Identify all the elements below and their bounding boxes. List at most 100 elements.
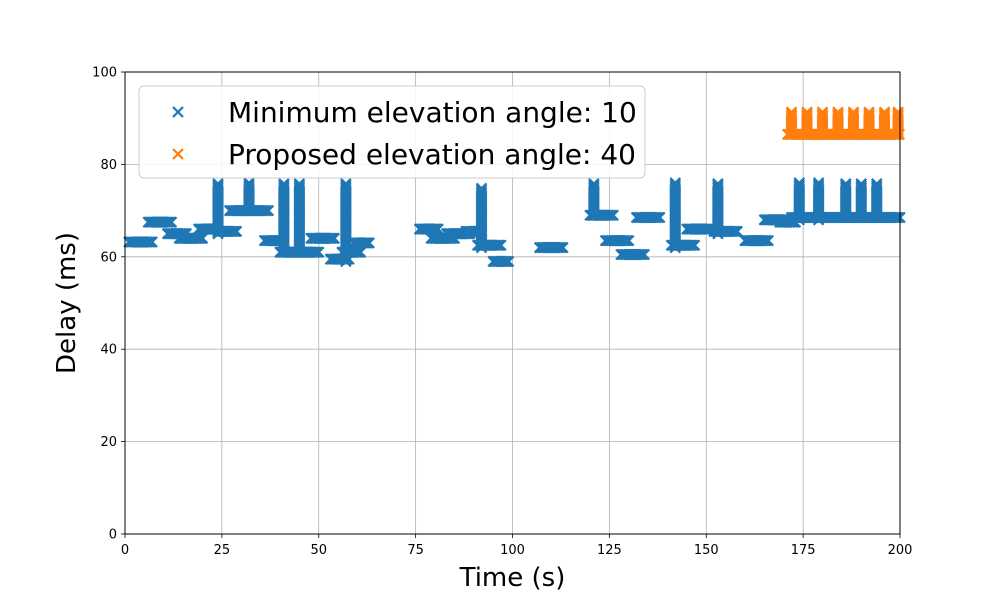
series-1-spike (870, 178, 883, 221)
data-point (812, 177, 825, 189)
data-point (502, 255, 515, 268)
series-1-segment (630, 211, 666, 224)
data-point (212, 179, 224, 192)
data-point (832, 106, 844, 118)
data-point (495, 239, 507, 252)
y-tick-label: 0 (109, 528, 117, 543)
data-point (328, 232, 341, 245)
series-2-spike (801, 106, 813, 141)
data-point (293, 178, 306, 190)
series-1-segment (413, 223, 444, 235)
series-1-spike (588, 178, 600, 221)
data-point (839, 178, 852, 190)
data-point (878, 108, 891, 120)
legend-marker (172, 148, 184, 160)
x-tick-label: 150 (694, 543, 719, 558)
data-point (278, 181, 290, 194)
y-tick-label: 100 (92, 66, 117, 81)
data-point (793, 177, 806, 189)
data-point (340, 178, 352, 190)
series-1-spike (243, 177, 255, 217)
series-1-spike (475, 182, 488, 254)
data-point (557, 241, 569, 254)
data-point (801, 108, 813, 120)
data-point (847, 110, 860, 122)
data-point (855, 181, 868, 194)
data-point (847, 106, 860, 118)
x-tick-label: 75 (407, 543, 424, 558)
data-point (863, 108, 875, 120)
data-point (588, 178, 600, 190)
data-point (588, 179, 600, 192)
data-point (607, 209, 620, 221)
ticks: 0 25 50 75 100 125 150 175 200 0 20 40 60 80 100 (92, 66, 912, 559)
data-point (669, 178, 682, 191)
data-point (278, 179, 290, 192)
data-point (892, 108, 904, 120)
data-point (892, 106, 904, 118)
x-tick-label: 175 (791, 543, 816, 558)
x-axis-title: Time (s) (459, 563, 566, 593)
data-point (793, 178, 806, 191)
data-point (278, 178, 290, 190)
data-point (832, 108, 844, 120)
legend-item-1: Minimum elevation angle: 10 (172, 96, 637, 129)
x-tick-label: 200 (888, 543, 913, 558)
data-point (688, 239, 701, 252)
data-point (839, 181, 852, 194)
series-1-segment (305, 232, 341, 245)
data-point (878, 106, 891, 118)
data-point (262, 204, 275, 217)
data-point (243, 177, 255, 189)
data-point (816, 106, 829, 118)
data-point (293, 179, 306, 192)
series-1-spike (340, 178, 352, 268)
series-2-spike (816, 106, 829, 141)
data-point (816, 110, 829, 122)
data-point (622, 234, 635, 247)
series-1-segment (347, 237, 375, 249)
data-point (638, 248, 651, 261)
data-point (712, 181, 724, 194)
series-1-spike (212, 178, 224, 240)
data-point (839, 179, 852, 192)
data-point (832, 110, 844, 122)
y-tick-label: 80 (100, 158, 117, 173)
data-layer (123, 106, 906, 268)
data-point (870, 179, 883, 192)
y-axis-title: Delay (ms) (52, 232, 82, 374)
x-tick-label: 0 (121, 543, 129, 558)
legend-box (138, 85, 646, 179)
data-point (863, 106, 875, 118)
data-point (653, 211, 666, 224)
data-point (863, 110, 875, 122)
y-tick-label: 20 (100, 435, 117, 450)
data-point (243, 180, 255, 193)
legend-marker (172, 106, 184, 118)
data-point (812, 178, 825, 191)
data-point (588, 181, 600, 194)
data-point (146, 236, 158, 248)
series-1-segment (615, 248, 651, 261)
series-1-segment (487, 255, 515, 268)
series-1-spike (839, 178, 852, 221)
data-point (855, 178, 868, 190)
series-1-segment (123, 236, 158, 248)
series-2-spike (863, 106, 875, 141)
legend-label: Proposed elevation angle: 40 (228, 138, 636, 171)
series-1-spike (669, 177, 682, 254)
legend: Minimum elevation angle: 10 Proposed elev… (138, 85, 646, 179)
data-point (801, 110, 813, 122)
data-point (475, 184, 488, 197)
series-2-spike (892, 106, 904, 141)
data-point (762, 234, 775, 247)
data-point (855, 179, 868, 192)
data-point (475, 182, 488, 195)
series-1-segment (173, 232, 209, 245)
data-point (847, 108, 860, 120)
data-point (785, 106, 798, 118)
x-tick-label: 50 (310, 543, 327, 558)
series-2-spike (832, 106, 844, 141)
x-tick-label: 25 (214, 543, 231, 558)
data-point (892, 110, 904, 122)
